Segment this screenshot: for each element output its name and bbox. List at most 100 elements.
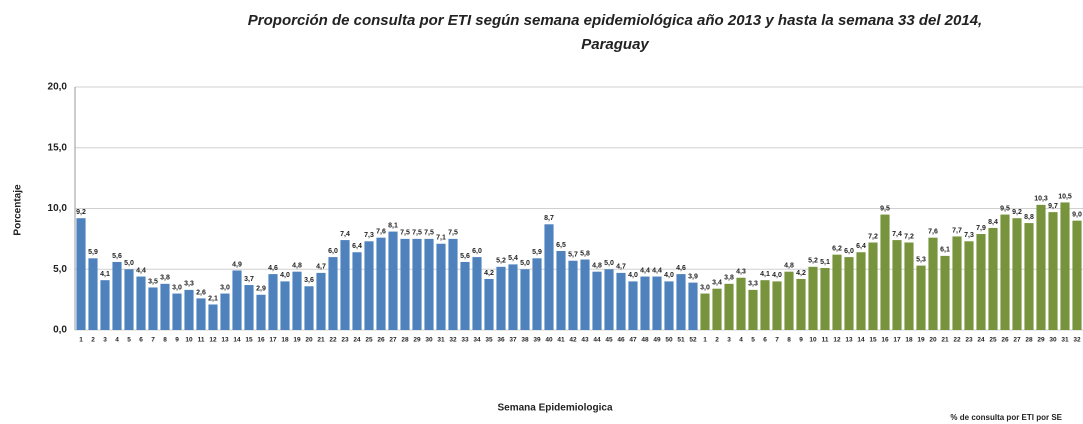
bar [1024,223,1034,330]
bar [592,271,602,330]
y-tick-label: 0,0 [53,325,67,336]
value-label: 4,2 [484,270,494,277]
x-tick-label: 17 [893,337,901,344]
x-tick-label: 6 [763,337,767,344]
bar [928,237,938,330]
x-tick-label: 39 [533,337,541,344]
x-tick-label: 21 [941,337,949,344]
bar [1036,204,1046,330]
value-label: 7,3 [964,232,974,239]
y-tick-label: 15,0 [48,142,68,153]
value-label: 5,0 [604,260,614,267]
x-tick-label: 12 [209,337,217,344]
value-label: 4,9 [232,261,242,268]
bar [652,276,662,330]
bar [808,266,818,330]
bar [868,242,878,330]
value-label: 3,5 [148,278,158,285]
bar [568,260,578,330]
value-label: 3,4 [712,280,722,287]
bar [412,238,422,330]
value-label: 4,6 [676,265,686,272]
value-label: 3,8 [160,275,170,282]
value-label: 6,0 [472,248,482,255]
bar [280,281,290,330]
value-label: 5,8 [580,250,590,257]
value-label: 4,1 [760,271,770,278]
bar [532,258,542,330]
value-label: 5,2 [496,258,506,265]
x-tick-label: 22 [329,337,337,344]
value-label: 10,3 [1034,196,1048,203]
bar [892,240,902,330]
x-tick-label: 2 [715,337,719,344]
x-tick-label: 31 [437,337,445,344]
value-label: 4,4 [640,267,650,274]
bar [76,218,86,330]
value-label: 5,3 [916,256,926,263]
bar [496,266,506,330]
x-tick-label: 19 [917,337,925,344]
value-label: 3,0 [220,284,230,291]
bar [1012,218,1022,330]
bar [220,293,230,330]
x-tick-label: 18 [905,337,913,344]
x-tick-label: 8 [163,337,167,344]
bar [460,261,470,330]
x-tick-label: 6 [139,337,143,344]
legend-label: % de consulta por ETI por SE [950,413,1062,422]
bar [712,288,722,330]
x-tick-label: 28 [401,337,409,344]
bar [400,238,410,330]
x-tick-label: 29 [1037,337,1045,344]
value-label: 6,4 [352,243,362,250]
bar [1048,212,1058,330]
value-label: 7,5 [400,230,410,237]
value-label: 4,0 [772,272,782,279]
bar [940,255,950,330]
x-tick-label: 13 [845,337,853,344]
bar [328,257,338,330]
x-tick-label: 23 [341,337,349,344]
x-tick-label: 44 [593,337,601,344]
value-label: 4,0 [628,272,638,279]
x-tick-label: 32 [449,337,457,344]
x-tick-label: 41 [557,337,565,344]
x-tick-label: 48 [641,337,649,344]
value-label: 5,9 [88,249,98,256]
bar [904,242,914,330]
bar [316,272,326,330]
x-tick-label: 30 [1049,337,1057,344]
value-label: 7,2 [904,233,914,240]
value-label: 7,3 [364,232,374,239]
value-label: 4,0 [664,272,674,279]
bar [856,252,866,330]
value-label: 4,4 [136,267,146,274]
bar [952,236,962,330]
value-label: 8,7 [544,215,554,222]
x-tick-label: 11 [822,337,829,344]
bar [388,231,398,330]
value-label: 8,8 [1024,214,1034,221]
x-tick-label: 2 [91,337,95,344]
x-tick-label: 29 [413,337,421,344]
bar [160,283,170,330]
value-label: 9,5 [1000,205,1010,212]
bar [544,224,554,330]
bar [424,238,434,330]
bar [724,283,734,330]
bar [124,269,134,330]
x-tick-label: 8 [787,337,791,344]
x-tick-label: 13 [221,337,229,344]
value-label: 4,7 [316,264,326,271]
value-label: 7,6 [928,229,938,236]
value-label: 4,7 [616,264,626,271]
value-label: 9,5 [880,205,890,212]
y-tick-label: 20,0 [48,82,68,93]
value-label: 4,8 [784,263,794,270]
bar [1000,214,1010,330]
x-tick-label: 28 [1025,337,1033,344]
value-label: 6,0 [328,248,338,255]
bar [436,243,446,330]
bar [700,293,710,330]
